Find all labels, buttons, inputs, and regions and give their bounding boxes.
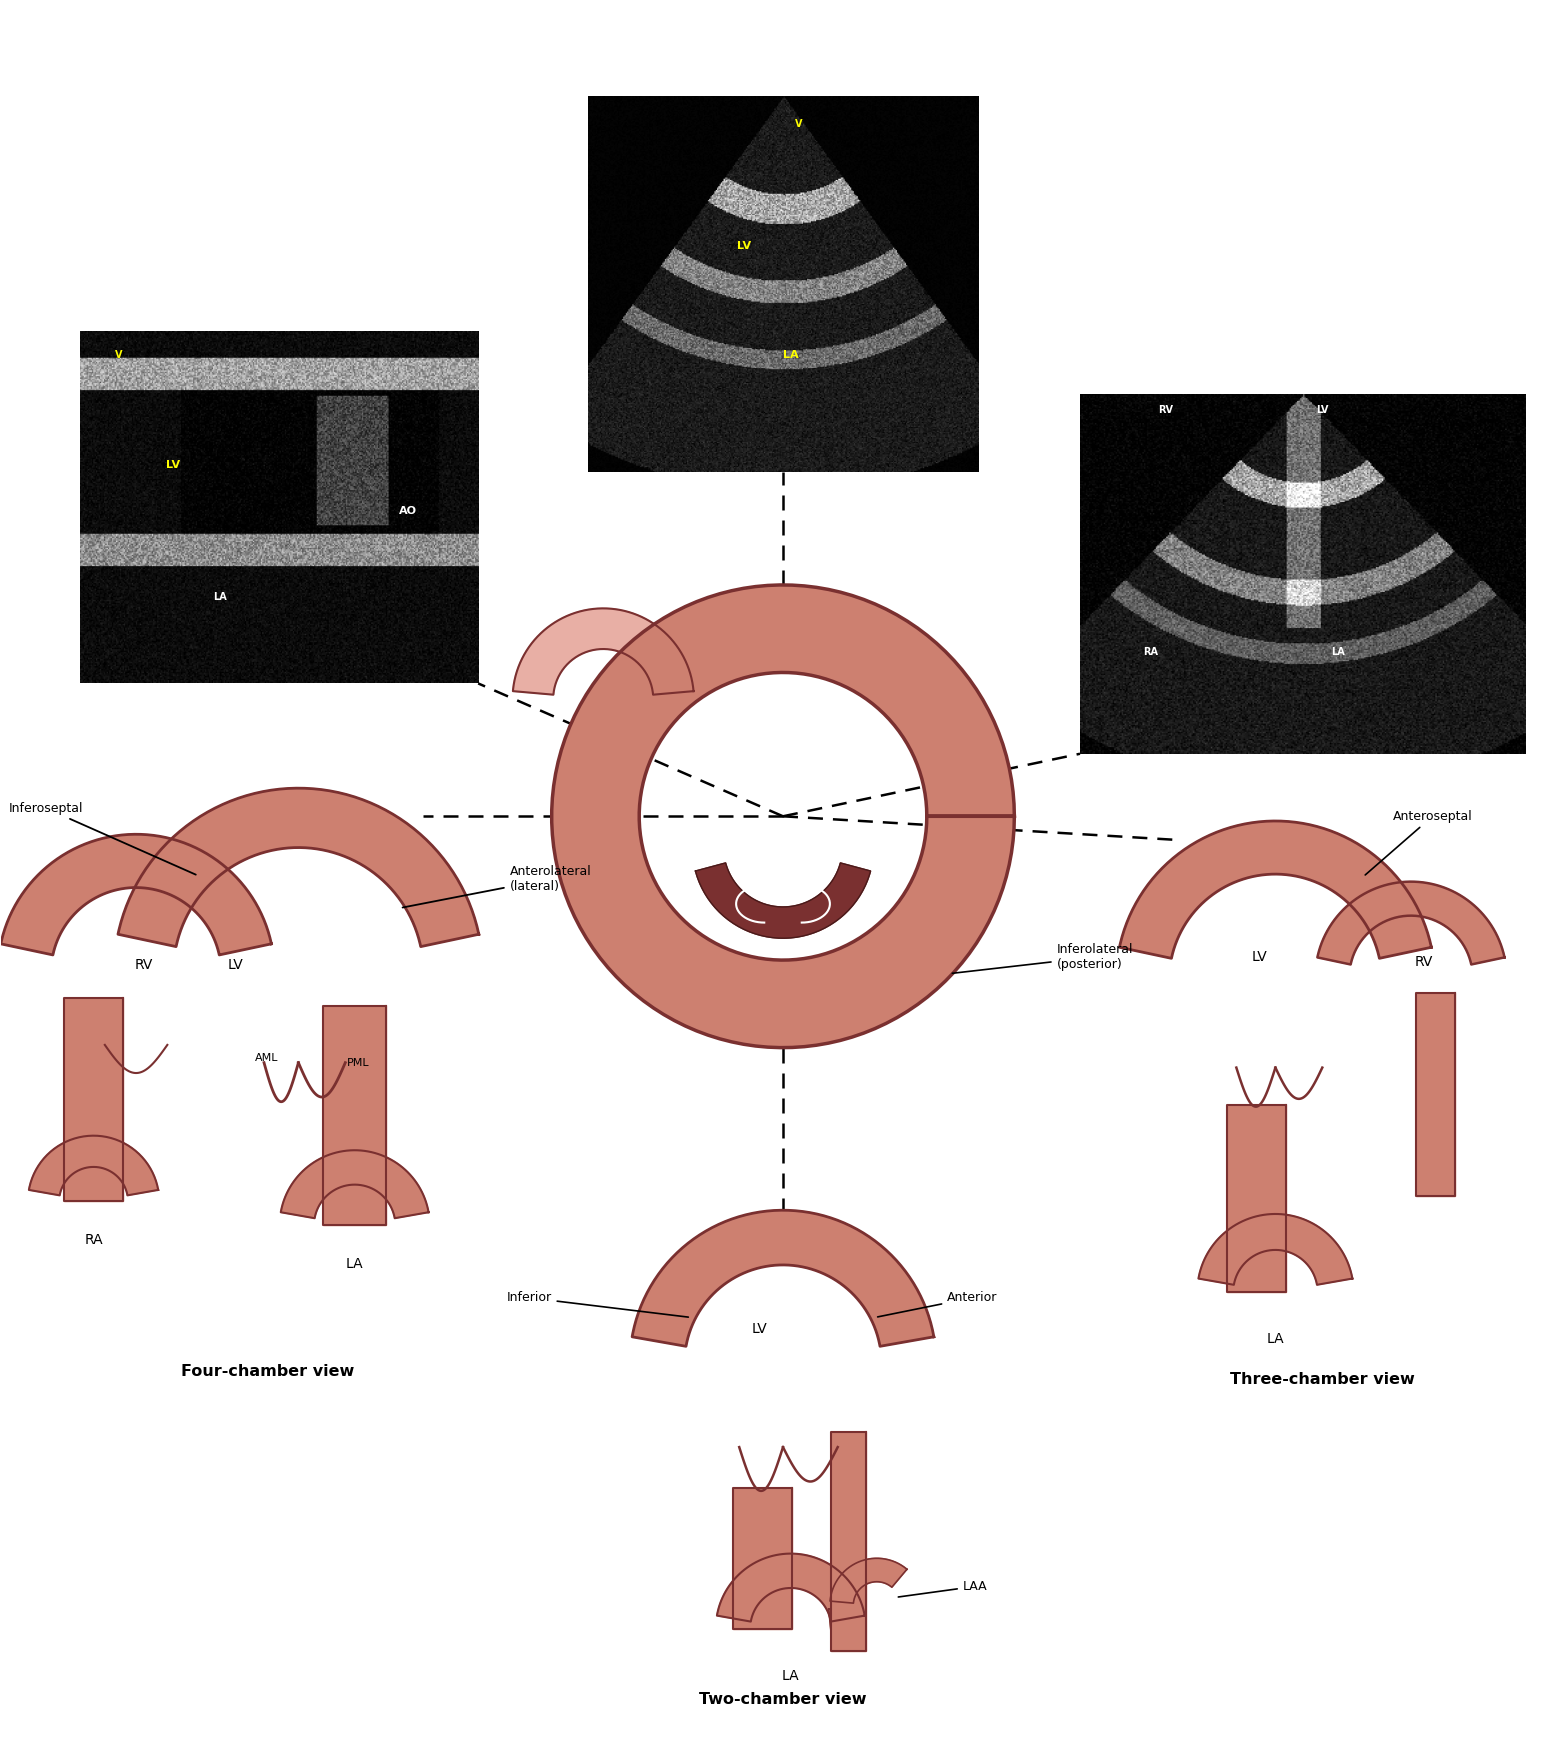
Polygon shape [832,1432,866,1651]
Text: RA: RA [85,1233,103,1247]
Polygon shape [0,834,271,955]
Text: LA: LA [213,592,227,603]
Text: AML: AML [255,1052,279,1063]
Text: Anterior: Anterior [877,1291,998,1317]
Polygon shape [280,1150,429,1218]
Text: LA: LA [1331,646,1345,657]
Text: RV: RV [135,958,153,972]
Text: Anteroseptal: Anteroseptal [1366,810,1472,874]
Polygon shape [828,1606,863,1632]
Text: RA: RA [1143,646,1157,657]
Polygon shape [1120,820,1431,958]
Polygon shape [1416,993,1455,1197]
Polygon shape [1317,881,1505,965]
Polygon shape [1198,1214,1353,1286]
Text: Four-chamber view: Four-chamber view [180,1364,354,1378]
Text: AO: AO [399,507,417,516]
Text: LV: LV [166,460,180,470]
Text: LV: LV [1251,949,1267,963]
Polygon shape [551,585,1015,1047]
Polygon shape [28,1136,158,1195]
Text: Inferoseptal: Inferoseptal [9,801,196,874]
Text: LV: LV [752,1322,767,1336]
Text: LA: LA [346,1258,363,1272]
Text: Inferior: Inferior [506,1291,689,1317]
Polygon shape [830,1559,907,1603]
Polygon shape [1226,1104,1286,1293]
Text: V: V [796,118,802,129]
Text: Three-chamber view: Three-chamber view [1229,1371,1414,1387]
Polygon shape [117,787,479,946]
Text: LA: LA [781,1669,800,1683]
Text: Anterolateral
(lateral): Anterolateral (lateral) [402,864,592,908]
Text: PML: PML [346,1057,370,1068]
Text: LV: LV [1315,404,1328,415]
Text: LA: LA [783,350,799,361]
Text: LAA: LAA [899,1580,988,1597]
Text: LA: LA [1267,1333,1284,1347]
Polygon shape [717,1554,864,1622]
Polygon shape [514,608,694,695]
Polygon shape [695,862,871,939]
Polygon shape [324,1007,385,1225]
Text: Inferolateral
(posterior): Inferolateral (posterior) [952,942,1134,974]
Text: RV: RV [1414,955,1433,969]
Text: RV: RV [1159,404,1173,415]
Text: LV: LV [229,958,244,972]
Polygon shape [733,1488,792,1629]
Text: Two-chamber view: Two-chamber view [700,1691,866,1707]
Text: V: V [114,350,122,361]
Polygon shape [633,1211,933,1347]
Polygon shape [64,998,124,1202]
Text: LV: LV [738,240,752,251]
